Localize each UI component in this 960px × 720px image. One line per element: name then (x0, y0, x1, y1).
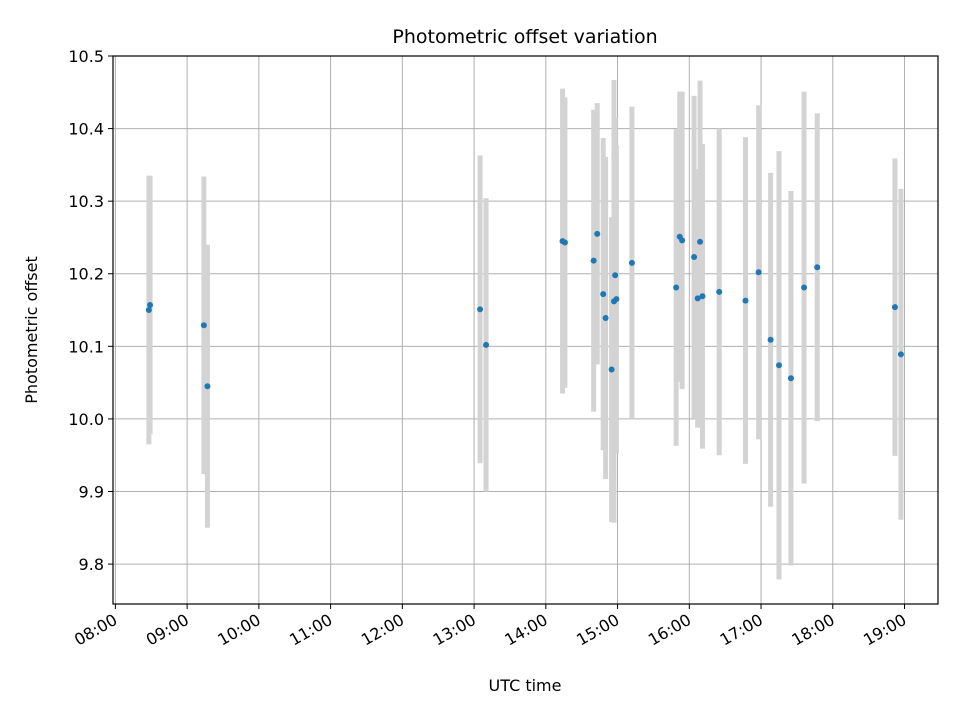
y-tick-label: 9.8 (79, 555, 104, 574)
x-axis-label: UTC time (489, 676, 562, 695)
data-point (891, 304, 898, 311)
data-point (561, 239, 568, 246)
data-point (767, 336, 774, 343)
data-point (673, 284, 680, 291)
grid (113, 55, 938, 604)
y-tick-label: 10.1 (68, 337, 104, 356)
data-point (897, 351, 904, 358)
y-tick-label: 10.4 (68, 120, 104, 139)
data-point (697, 238, 704, 245)
x-tick-label: 14:00 (501, 610, 550, 650)
data-point (477, 306, 484, 313)
data-point (590, 257, 597, 264)
y-tick-label: 10.5 (68, 47, 104, 66)
data-point (600, 291, 607, 298)
data-point (801, 284, 808, 291)
data-point (483, 341, 490, 348)
data-point (145, 307, 152, 314)
data-point (594, 230, 601, 237)
data-points (145, 230, 904, 390)
x-tick-label: 12:00 (358, 610, 407, 650)
data-point (755, 269, 762, 276)
data-point (716, 288, 723, 295)
data-point (814, 264, 821, 271)
data-point (699, 293, 706, 300)
data-point (612, 272, 619, 279)
y-tick-label: 10.0 (68, 410, 104, 429)
data-point (742, 297, 749, 304)
data-point (613, 296, 620, 303)
data-point (628, 259, 635, 266)
y-axis-label: Photometric offset (22, 256, 41, 404)
x-axis-ticks: 08:00 09:00 10:00 11:00 12:00 13:00 14:00 15:00… (71, 604, 910, 650)
x-tick-label: 17:00 (717, 610, 766, 650)
data-point (200, 322, 207, 329)
x-tick-label: 09:00 (143, 610, 192, 650)
x-tick-label: 11:00 (286, 610, 335, 650)
x-tick-label: 08:00 (71, 610, 120, 650)
data-point (694, 295, 701, 302)
x-tick-label: 10:00 (214, 610, 263, 650)
error-bars (146, 79, 904, 580)
x-tick-label: 16:00 (645, 610, 694, 650)
x-tick-label: 13:00 (430, 610, 479, 650)
data-point (691, 254, 698, 261)
data-point (679, 237, 686, 244)
chart-title: Photometric offset variation (392, 26, 657, 48)
data-point (602, 315, 609, 322)
x-tick-label: 15:00 (573, 610, 622, 650)
data-point (775, 362, 782, 369)
data-point (204, 383, 211, 390)
x-tick-label: 19:00 (860, 610, 909, 650)
plot-frame (112, 55, 939, 605)
y-axis-ticks: 9.8 9.9 10.0 10.1 10.2 10.3 10.4 10.5 (68, 47, 113, 574)
y-tick-label: 9.9 (79, 482, 104, 501)
y-tick-label: 10.3 (68, 192, 104, 211)
data-point (787, 375, 794, 382)
data-point (608, 366, 615, 373)
data-point (147, 301, 154, 308)
y-tick-label: 10.2 (68, 265, 104, 284)
x-tick-label: 18:00 (788, 610, 837, 650)
